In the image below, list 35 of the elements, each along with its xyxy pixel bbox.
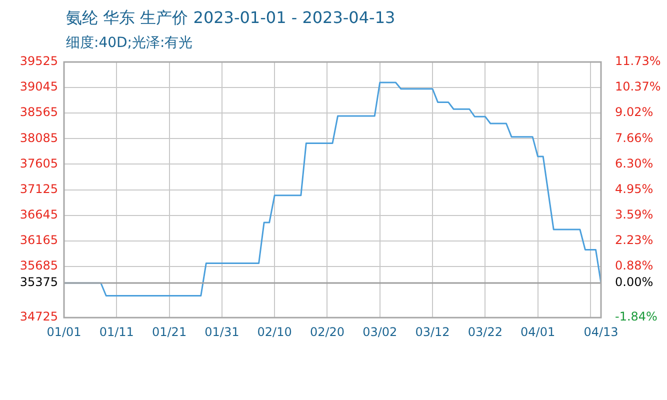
y-tick-label: 39525 <box>20 54 58 68</box>
y2-tick-label: 11.73% <box>615 54 661 68</box>
y-tick-label: 38085 <box>20 130 58 145</box>
y-tick-label: 37125 <box>20 182 58 196</box>
x-tick-label: 01/31 <box>204 324 240 339</box>
y2-tick-label: 9.02% <box>615 105 654 120</box>
y-tick-label: 39045 <box>20 80 58 94</box>
y2-tick-label: 3.59% <box>615 207 654 222</box>
y2-tick-label: 7.66% <box>615 130 654 145</box>
x-tick-label: 03/12 <box>415 324 450 339</box>
y-tick-label: 35375 <box>20 275 58 290</box>
y2-tick-label: 10.37% <box>615 80 661 94</box>
x-tick-label: 02/20 <box>310 324 345 339</box>
x-tick-label: 01/11 <box>99 324 134 339</box>
y-tick-label: 34725 <box>20 310 58 324</box>
x-tick-label: 02/10 <box>257 324 292 339</box>
x-tick-label: 04/13 <box>584 324 618 339</box>
x-tick-label: 03/02 <box>362 324 398 339</box>
y-tick-label: 36165 <box>20 233 58 248</box>
y-tick-label: 38565 <box>20 105 58 120</box>
y2-tick-label: 6.30% <box>615 156 654 170</box>
x-tick-label: 01/01 <box>46 324 82 339</box>
y2-tick-label: -1.84% <box>615 310 658 324</box>
y-tick-label: 36645 <box>20 207 58 222</box>
x-tick-label: 03/22 <box>468 324 502 339</box>
y2-tick-label: 0.00% <box>615 275 654 290</box>
y2-tick-label: 0.88% <box>615 258 654 272</box>
x-tick-label: 04/01 <box>520 324 556 339</box>
y-tick-label: 37605 <box>20 156 58 170</box>
x-tick-label: 01/21 <box>152 324 187 339</box>
y-tick-label: 35685 <box>20 258 58 273</box>
chart-subtitle: 细度:40D;光泽:有光 <box>66 34 193 52</box>
y2-tick-label: 2.23% <box>615 233 654 248</box>
y2-tick-label: 4.95% <box>615 182 654 196</box>
chart-title: 氨纶 华东 生产价 2023-01-01 - 2023-04-13 <box>66 8 396 29</box>
